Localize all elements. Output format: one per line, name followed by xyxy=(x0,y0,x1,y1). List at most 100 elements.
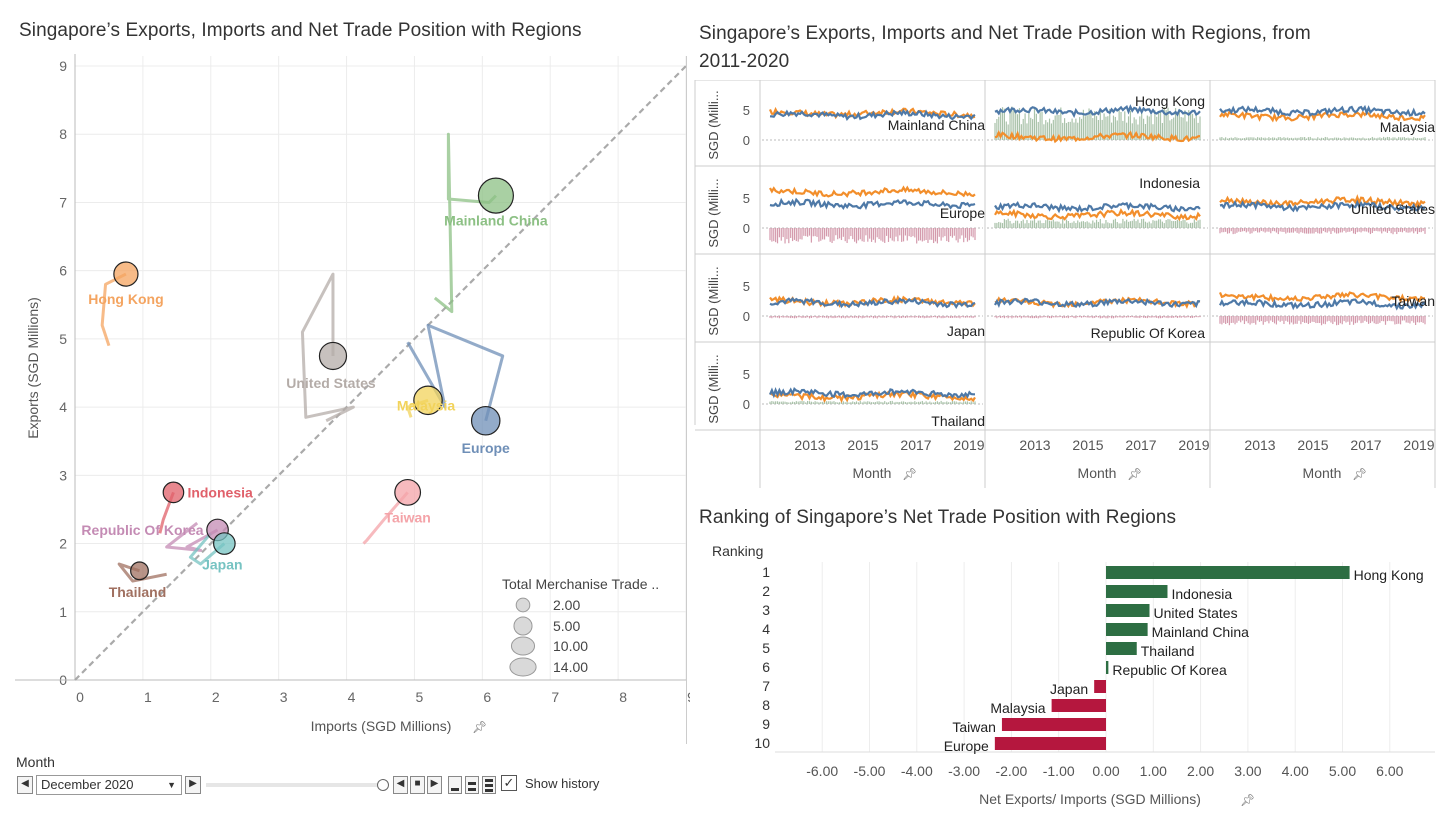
ranking-bar[interactable] xyxy=(1106,623,1148,636)
scatter-y-axis-label: Exports (SGD Millions) xyxy=(25,297,41,439)
ranking-bar[interactable] xyxy=(1106,661,1109,674)
exports-line xyxy=(768,386,975,399)
ranking-bar[interactable] xyxy=(1094,680,1106,693)
panel-mainland-china[interactable]: Mainland China xyxy=(762,106,985,141)
ranking-bar-chart[interactable]: Ranking Net Exports/ Imports (SGD Millio… xyxy=(690,538,1450,810)
panel-japan[interactable]: Japan xyxy=(762,294,985,339)
next-month-button[interactable]: ▶ xyxy=(185,776,201,794)
small-multiples-title: Singapore’s Exports, Imports and Net Tra… xyxy=(699,20,1311,76)
panel-united-states[interactable]: United States xyxy=(1212,194,1435,235)
x-tick-label: 1.00 xyxy=(1140,763,1167,779)
ranking-bar[interactable] xyxy=(994,737,1106,750)
pin-icon[interactable]: 📌︎ xyxy=(472,720,487,734)
scatter-point-label: United States xyxy=(286,375,376,391)
scatter-point-label: Hong Kong xyxy=(88,291,163,307)
stop-button[interactable]: ■ xyxy=(410,776,425,794)
step-back-button[interactable]: ◀ xyxy=(393,776,408,794)
x-tick-label: 8 xyxy=(619,689,627,705)
ranking-bar[interactable] xyxy=(1051,699,1106,712)
show-history-checkbox[interactable]: ✓ xyxy=(501,775,517,791)
rank-label: 6 xyxy=(762,659,770,675)
x-tick-label: 2015 xyxy=(847,437,878,453)
step-forward-button[interactable]: ▶ xyxy=(427,776,442,794)
y-tick-label: 9 xyxy=(59,58,67,74)
ranking-bar-label: United States xyxy=(1154,605,1238,621)
ranking-bar[interactable] xyxy=(1001,718,1106,731)
scatter-point[interactable] xyxy=(470,405,501,436)
speed-slow-button[interactable] xyxy=(448,776,462,794)
history-trail xyxy=(300,272,355,423)
prev-month-button[interactable]: ◀ xyxy=(17,776,33,794)
rank-label: 9 xyxy=(762,716,770,732)
panel-republic-of-korea[interactable]: Republic Of Korea xyxy=(987,296,1208,341)
panel-malaysia[interactable]: Malaysia xyxy=(1212,104,1435,141)
row-axis-label: SGD (Milli... xyxy=(706,354,721,423)
imports-line xyxy=(994,129,1201,144)
rank-label: 4 xyxy=(762,621,770,637)
rank-label: 1 xyxy=(762,564,770,580)
scatter-points[interactable] xyxy=(113,177,514,581)
size-legend-value: 10.00 xyxy=(553,638,588,654)
ranking-bar[interactable] xyxy=(1106,585,1168,598)
month-axis-label: Month xyxy=(1078,465,1117,481)
small-multiples-title-line2: 2011-2020 xyxy=(699,51,790,72)
x-tick-label: 9 xyxy=(687,689,690,705)
exports-line xyxy=(769,108,976,122)
ranking-bar-label: Taiwan xyxy=(952,719,996,735)
exports-line xyxy=(994,104,1201,119)
reference-line xyxy=(74,63,689,681)
scatter-point[interactable] xyxy=(113,261,139,287)
month-slider-track[interactable] xyxy=(206,783,384,787)
scatter-point[interactable] xyxy=(413,385,443,416)
speed-fast-button[interactable] xyxy=(482,776,496,794)
ranking-bar[interactable] xyxy=(1106,642,1137,655)
month-select[interactable]: December 2020 ▼ xyxy=(36,775,182,795)
imports-line xyxy=(1218,291,1426,304)
scatter-point[interactable] xyxy=(477,177,514,214)
scatter-point[interactable] xyxy=(162,481,185,504)
x-tick-label: 2019 xyxy=(1403,437,1434,453)
pin-icon[interactable]: 📌︎ xyxy=(1240,793,1255,807)
pin-icon[interactable]: 📌︎ xyxy=(1352,467,1367,481)
scatter-point[interactable] xyxy=(213,532,236,555)
x-tick-label: 2017 xyxy=(1350,437,1381,453)
panel-hong-kong[interactable]: Hong Kong xyxy=(987,93,1208,144)
scatter-axes: 01234567890123456789 xyxy=(15,54,690,705)
scatter-point[interactable] xyxy=(394,478,422,506)
month-axis-label: Month xyxy=(1303,465,1342,481)
ranking-bar-label: Republic Of Korea xyxy=(1112,662,1227,678)
history-trail xyxy=(117,562,167,583)
scatter-plot[interactable]: 01234567890123456789 Mainland ChinaHong … xyxy=(0,48,690,748)
y-tick-label: 0 xyxy=(743,133,750,148)
x-tick-label: 2015 xyxy=(1072,437,1103,453)
rank-label: 8 xyxy=(762,697,770,713)
pin-icon[interactable]: 📌︎ xyxy=(902,467,917,481)
scatter-point[interactable] xyxy=(130,561,149,581)
month-slider-handle[interactable] xyxy=(377,779,389,791)
x-tick-label: 6.00 xyxy=(1376,763,1403,779)
ranking-bar-label: Malaysia xyxy=(990,700,1045,716)
panel-label: Thailand xyxy=(931,413,985,429)
scatter-point[interactable] xyxy=(318,341,348,371)
ranking-bar[interactable] xyxy=(1106,604,1150,617)
x-tick-label: -2.00 xyxy=(995,763,1027,779)
panel-europe[interactable]: Europe xyxy=(762,185,985,244)
ranking-bar[interactable] xyxy=(1106,566,1350,579)
panel-divider xyxy=(686,56,687,744)
x-tick-label: 7 xyxy=(551,689,559,705)
panel-thailand[interactable]: Thailand xyxy=(762,386,985,429)
scatter-x-axis-label: Imports (SGD Millions) xyxy=(311,718,452,734)
panel-taiwan[interactable]: Taiwan xyxy=(1212,291,1435,326)
row-axis-label: SGD (Milli... xyxy=(706,90,721,159)
panel-indonesia[interactable]: Indonesia xyxy=(987,175,1208,229)
x-tick-label: 5 xyxy=(416,689,424,705)
small-multiples-chart[interactable]: SGD (Milli... 5 0 SGD (Milli... 5 0 SGD (Milli… xyxy=(690,80,1450,495)
ranking-bar-label: Mainland China xyxy=(1152,624,1249,640)
scatter-history-trails xyxy=(100,132,505,583)
x-tick-label: 2013 xyxy=(1244,437,1275,453)
pin-icon[interactable]: 📌︎ xyxy=(1127,467,1142,481)
x-tick-label: 2019 xyxy=(953,437,984,453)
size-legend-circle xyxy=(513,616,533,636)
speed-medium-button[interactable] xyxy=(465,776,479,794)
exports-line xyxy=(1219,104,1426,117)
